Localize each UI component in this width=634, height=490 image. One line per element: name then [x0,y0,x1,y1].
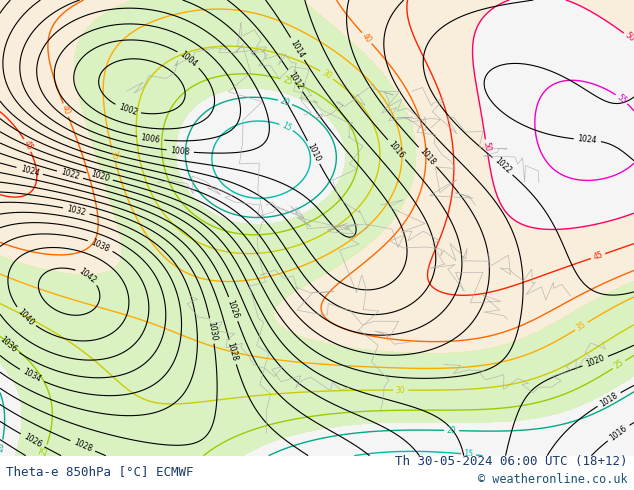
Text: 1020: 1020 [585,353,606,369]
Text: 30: 30 [396,386,406,394]
Text: 1016: 1016 [608,423,629,442]
Text: 1042: 1042 [77,267,98,285]
Text: 50: 50 [623,31,634,44]
Text: 25: 25 [39,445,51,457]
Text: 20: 20 [279,97,291,108]
Text: 30: 30 [320,69,333,81]
Text: 40: 40 [360,31,373,45]
Text: 1036: 1036 [0,335,19,354]
Text: 50: 50 [481,141,492,152]
Text: 1038: 1038 [90,237,111,253]
Text: 1030: 1030 [206,320,218,341]
Text: 55: 55 [615,93,628,106]
Text: 1024: 1024 [19,164,40,178]
Text: 15: 15 [280,121,292,133]
Text: Th 30-05-2024 06:00 UTC (18+12): Th 30-05-2024 06:00 UTC (18+12) [395,455,628,468]
Text: 1018: 1018 [598,391,619,408]
Text: 45: 45 [22,139,34,152]
Text: 1004: 1004 [178,49,199,69]
Text: 1040: 1040 [16,307,36,327]
Text: 1022: 1022 [60,168,81,182]
Text: 20: 20 [0,441,7,452]
Text: 1028: 1028 [226,342,240,363]
Text: 25: 25 [612,358,626,371]
Text: 1014: 1014 [288,38,306,59]
Text: 1002: 1002 [117,102,138,117]
Text: 1010: 1010 [305,142,322,163]
Text: 1028: 1028 [72,438,93,454]
Text: 35: 35 [108,149,119,161]
Text: 25: 25 [281,75,294,87]
Text: 1020: 1020 [89,170,110,184]
Text: 45: 45 [592,250,604,262]
Text: 1026: 1026 [22,432,43,449]
Text: 35: 35 [575,319,588,333]
Text: 1006: 1006 [140,133,161,145]
Text: 1034: 1034 [21,368,42,385]
Text: 1008: 1008 [170,146,190,157]
Text: 1018: 1018 [418,147,437,167]
Text: Theta-e 850hPa [°C] ECMWF: Theta-e 850hPa [°C] ECMWF [6,465,194,478]
Text: 20: 20 [447,426,456,435]
Text: © weatheronline.co.uk: © weatheronline.co.uk [478,473,628,486]
Text: 1026: 1026 [226,298,241,319]
Text: 15: 15 [463,449,474,459]
Text: 1016: 1016 [387,140,406,160]
Text: 40: 40 [60,104,72,116]
Text: 1024: 1024 [578,134,597,146]
Text: 1032: 1032 [66,204,87,218]
Text: 1012: 1012 [287,70,304,91]
Text: 1022: 1022 [493,156,513,176]
